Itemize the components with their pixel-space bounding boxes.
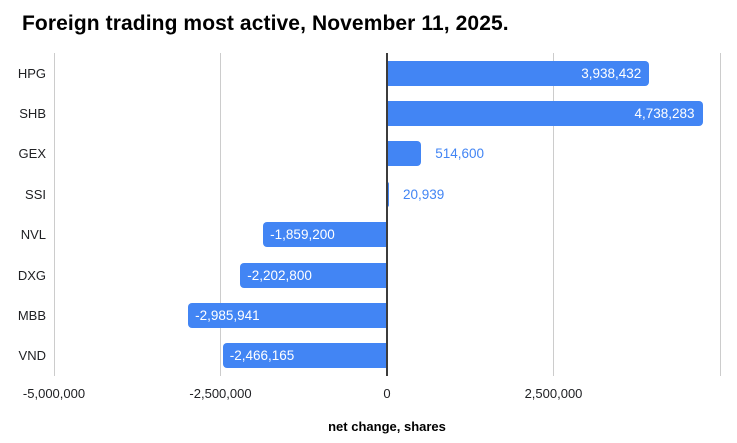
- plot-area: 3,938,432 4,738,283 514,600 20,939 -1,859,20…: [53, 53, 721, 376]
- category-label-hpg: HPG: [17, 65, 46, 81]
- category-label-vnd: VND: [18, 348, 46, 364]
- y-axis-category-labels: HPG SHB GEX SSI NVL DXG MBB VND: [0, 53, 46, 376]
- bar-row-gex: 514,600: [54, 134, 720, 174]
- value-label: 20,939: [403, 186, 445, 202]
- value-label: -1,859,200: [270, 227, 335, 243]
- bar-shb: 4,738,283: [387, 101, 703, 127]
- value-label: 514,600: [435, 146, 485, 162]
- x-axis-title: net change, shares: [328, 419, 446, 434]
- gridline: [220, 53, 221, 376]
- bar-dxg: -2,202,800: [240, 262, 387, 288]
- category-label-dxg: DXG: [17, 267, 46, 283]
- gridline: [719, 53, 721, 376]
- value-label: 4,738,283: [634, 106, 695, 122]
- value-label: 3,938,432: [581, 65, 642, 81]
- category-label-mbb: MBB: [17, 307, 46, 323]
- bar-hpg: 3,938,432: [387, 60, 650, 86]
- gridline: [553, 53, 554, 376]
- bar-row-dxg: -2,202,800: [54, 255, 720, 295]
- bar-row-ssi: 20,939: [54, 174, 720, 214]
- bar-row-mbb: -2,985,941: [54, 295, 720, 335]
- x-tick-label: 0: [383, 386, 391, 401]
- bar-row-vnd: -2,466,165: [54, 336, 720, 376]
- bar-row-shb: 4,738,283: [54, 93, 720, 133]
- value-label: -2,985,941: [195, 307, 260, 323]
- gridline: [53, 53, 55, 376]
- bar-row-hpg: 3,938,432: [54, 53, 720, 93]
- bar-gex: [387, 141, 422, 167]
- x-tick-label: 2,500,000: [524, 386, 583, 401]
- bar-row-nvl: -1,859,200: [54, 215, 720, 255]
- category-label-shb: SHB: [19, 106, 46, 122]
- value-label: -2,202,800: [247, 267, 312, 283]
- category-label-nvl: NVL: [20, 227, 46, 243]
- bar-nvl: -1,859,200: [263, 222, 387, 248]
- zero-axis-line: [386, 53, 388, 376]
- bar-mbb: -2,985,941: [188, 302, 387, 328]
- x-tick-label: -5,000,000: [22, 386, 86, 401]
- chart-title: Foreign trading most active, November 11…: [22, 12, 509, 35]
- bar-vnd: -2,466,165: [222, 343, 387, 369]
- category-label-gex: GEX: [18, 146, 46, 162]
- bar-ssi: [387, 181, 389, 207]
- value-label: -2,466,165: [229, 348, 295, 364]
- category-label-ssi: SSI: [25, 186, 46, 202]
- x-tick-label: -2,500,000: [189, 386, 252, 401]
